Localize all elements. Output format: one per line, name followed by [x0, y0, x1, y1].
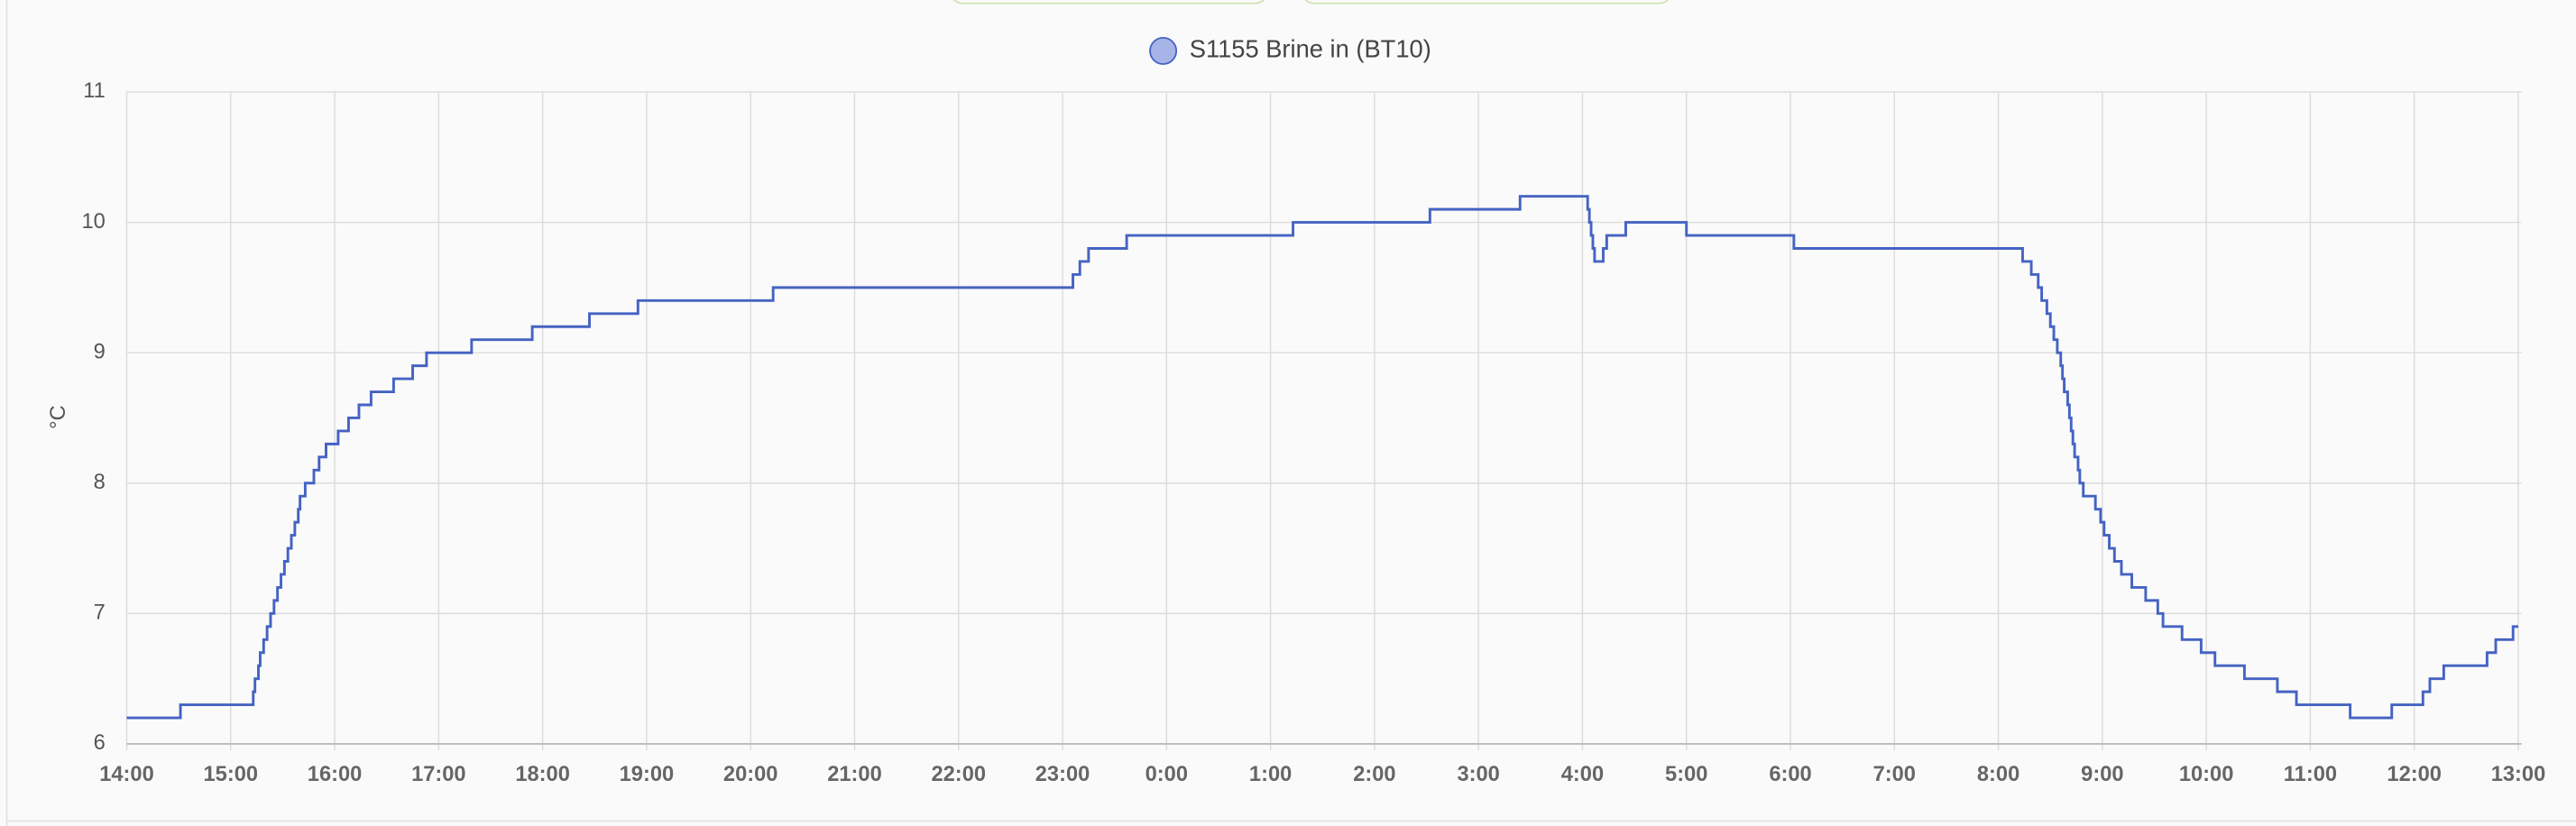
x-tick-label: 8:00 — [1977, 763, 2019, 786]
x-tick-label: 5:00 — [1665, 763, 1707, 786]
x-tick-label: 21:00 — [827, 763, 882, 786]
x-tick-label: 22:00 — [931, 763, 986, 786]
x-tick-label: 6:00 — [1769, 763, 1811, 786]
y-tick-label: 6 — [94, 731, 106, 755]
legend-label: S1155 Brine in (BT10) — [1190, 35, 1431, 63]
x-tick-label: 12:00 — [2387, 763, 2442, 786]
x-tick-label: 16:00 — [308, 763, 363, 786]
x-tick-label: 4:00 — [1561, 763, 1604, 786]
y-tick-label: 7 — [94, 601, 106, 625]
x-tick-label: 13:00 — [2491, 763, 2546, 786]
x-tick-label: 20:00 — [723, 763, 778, 786]
data-line — [126, 195, 2518, 720]
x-tick-label: 11:00 — [2284, 763, 2337, 786]
y-axis-label: °C — [47, 405, 70, 429]
x-tick-label: 3:00 — [1457, 763, 1499, 786]
x-tick-label: 10:00 — [2179, 763, 2234, 786]
y-tick-label: 9 — [94, 340, 106, 363]
x-tick-label: 0:00 — [1145, 763, 1188, 786]
x-tick-label: 2:00 — [1353, 763, 1395, 786]
x-tick-label: 17:00 — [411, 763, 466, 786]
legend-swatch — [1149, 36, 1178, 65]
x-tick-label: 15:00 — [204, 763, 259, 786]
button-fragment — [1304, 0, 1670, 5]
x-tick-label: 1:00 — [1249, 763, 1292, 786]
y-tick-label: 10 — [81, 210, 105, 234]
x-tick-label: 7:00 — [1873, 763, 1916, 786]
x-tick-label: 14:00 — [99, 763, 154, 786]
y-tick-label: 11 — [83, 79, 106, 103]
button-fragment — [952, 0, 1265, 5]
y-tick-label: 8 — [94, 471, 106, 494]
x-tick-label: 18:00 — [515, 763, 570, 786]
x-tick-label: 19:00 — [620, 763, 675, 786]
x-tick-label: 23:00 — [1035, 763, 1090, 786]
x-tick-label: 9:00 — [2081, 763, 2123, 786]
